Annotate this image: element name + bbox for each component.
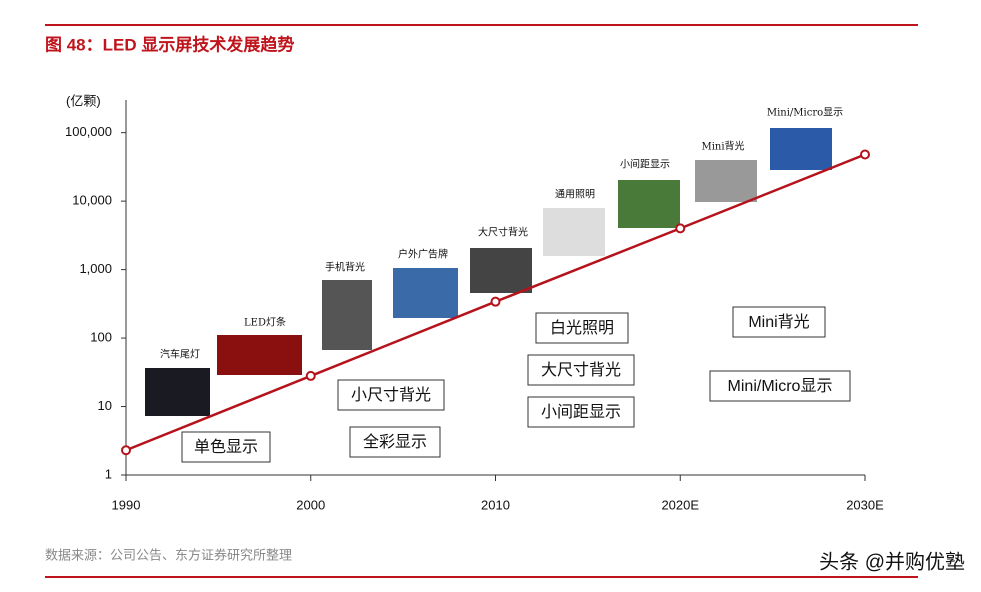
- y-unit: (亿颗): [66, 93, 101, 108]
- x-tick-label: 2030E: [846, 497, 884, 512]
- point: [121, 445, 131, 456]
- label-box: [732, 306, 826, 338]
- product-image: [217, 335, 302, 375]
- x-tick-label: 2000: [296, 497, 325, 512]
- chart-title: 图 48：LED 显示屏技术发展趋势: [45, 34, 294, 54]
- image-label: 小间距显示: [620, 158, 670, 171]
- product-image: [393, 268, 458, 318]
- y-tick-label: 100: [90, 330, 112, 345]
- box-label: 白光照明: [550, 319, 614, 337]
- box-label: 单色显示: [194, 438, 258, 456]
- y-tick-label: 100,000: [65, 124, 112, 139]
- product-image: [695, 160, 757, 202]
- point: [675, 223, 686, 234]
- image-label: 手机背光: [325, 261, 365, 274]
- product-image: [145, 368, 210, 416]
- image-label: LED灯条: [244, 316, 286, 329]
- y-tick-label: 1: [105, 466, 112, 481]
- box-label: Mini/Micro显示: [728, 378, 833, 395]
- box-label: 全彩显示: [363, 433, 427, 451]
- box-label: Mini背光: [748, 313, 809, 331]
- image-label: 户外广告牌: [398, 248, 448, 261]
- label-box: [527, 354, 635, 386]
- x-tick-label: 2010: [481, 497, 510, 512]
- point: [490, 296, 501, 307]
- label-box: [527, 396, 635, 428]
- watermark: 头条 @并购优塾: [819, 550, 965, 573]
- point: [860, 149, 870, 160]
- product-image: [770, 128, 832, 170]
- label-box: [349, 426, 441, 458]
- y-tick-label: 10: [98, 398, 112, 413]
- y-tick-label: 1,000: [79, 261, 112, 276]
- image-label: 通用照明: [555, 189, 595, 201]
- x-tick-label: 2020E: [661, 497, 699, 512]
- x-tick-label: 1990: [112, 497, 141, 512]
- image-label: Mini背光: [701, 140, 744, 153]
- label-box: [337, 379, 445, 411]
- image-label: 大尺寸背光: [478, 226, 528, 239]
- image-label: 汽车尾灯: [160, 348, 200, 361]
- product-image: [543, 208, 605, 256]
- label-box: [181, 431, 271, 463]
- box-label: 大尺寸背光: [541, 361, 621, 379]
- box-label: 小间距显示: [541, 403, 621, 421]
- product-image: [618, 180, 680, 228]
- source: 数据来源：公司公告、东方证券研究所整理: [45, 547, 292, 562]
- label-box: [535, 312, 629, 344]
- product-image: [322, 280, 372, 350]
- y-tick-label: 10,000: [72, 193, 112, 208]
- image-label: Mini/Micro显示: [767, 107, 843, 119]
- box-label: 小尺寸背光: [351, 386, 431, 404]
- product-image: [470, 248, 532, 293]
- label-box: [709, 370, 851, 402]
- point: [305, 370, 316, 381]
